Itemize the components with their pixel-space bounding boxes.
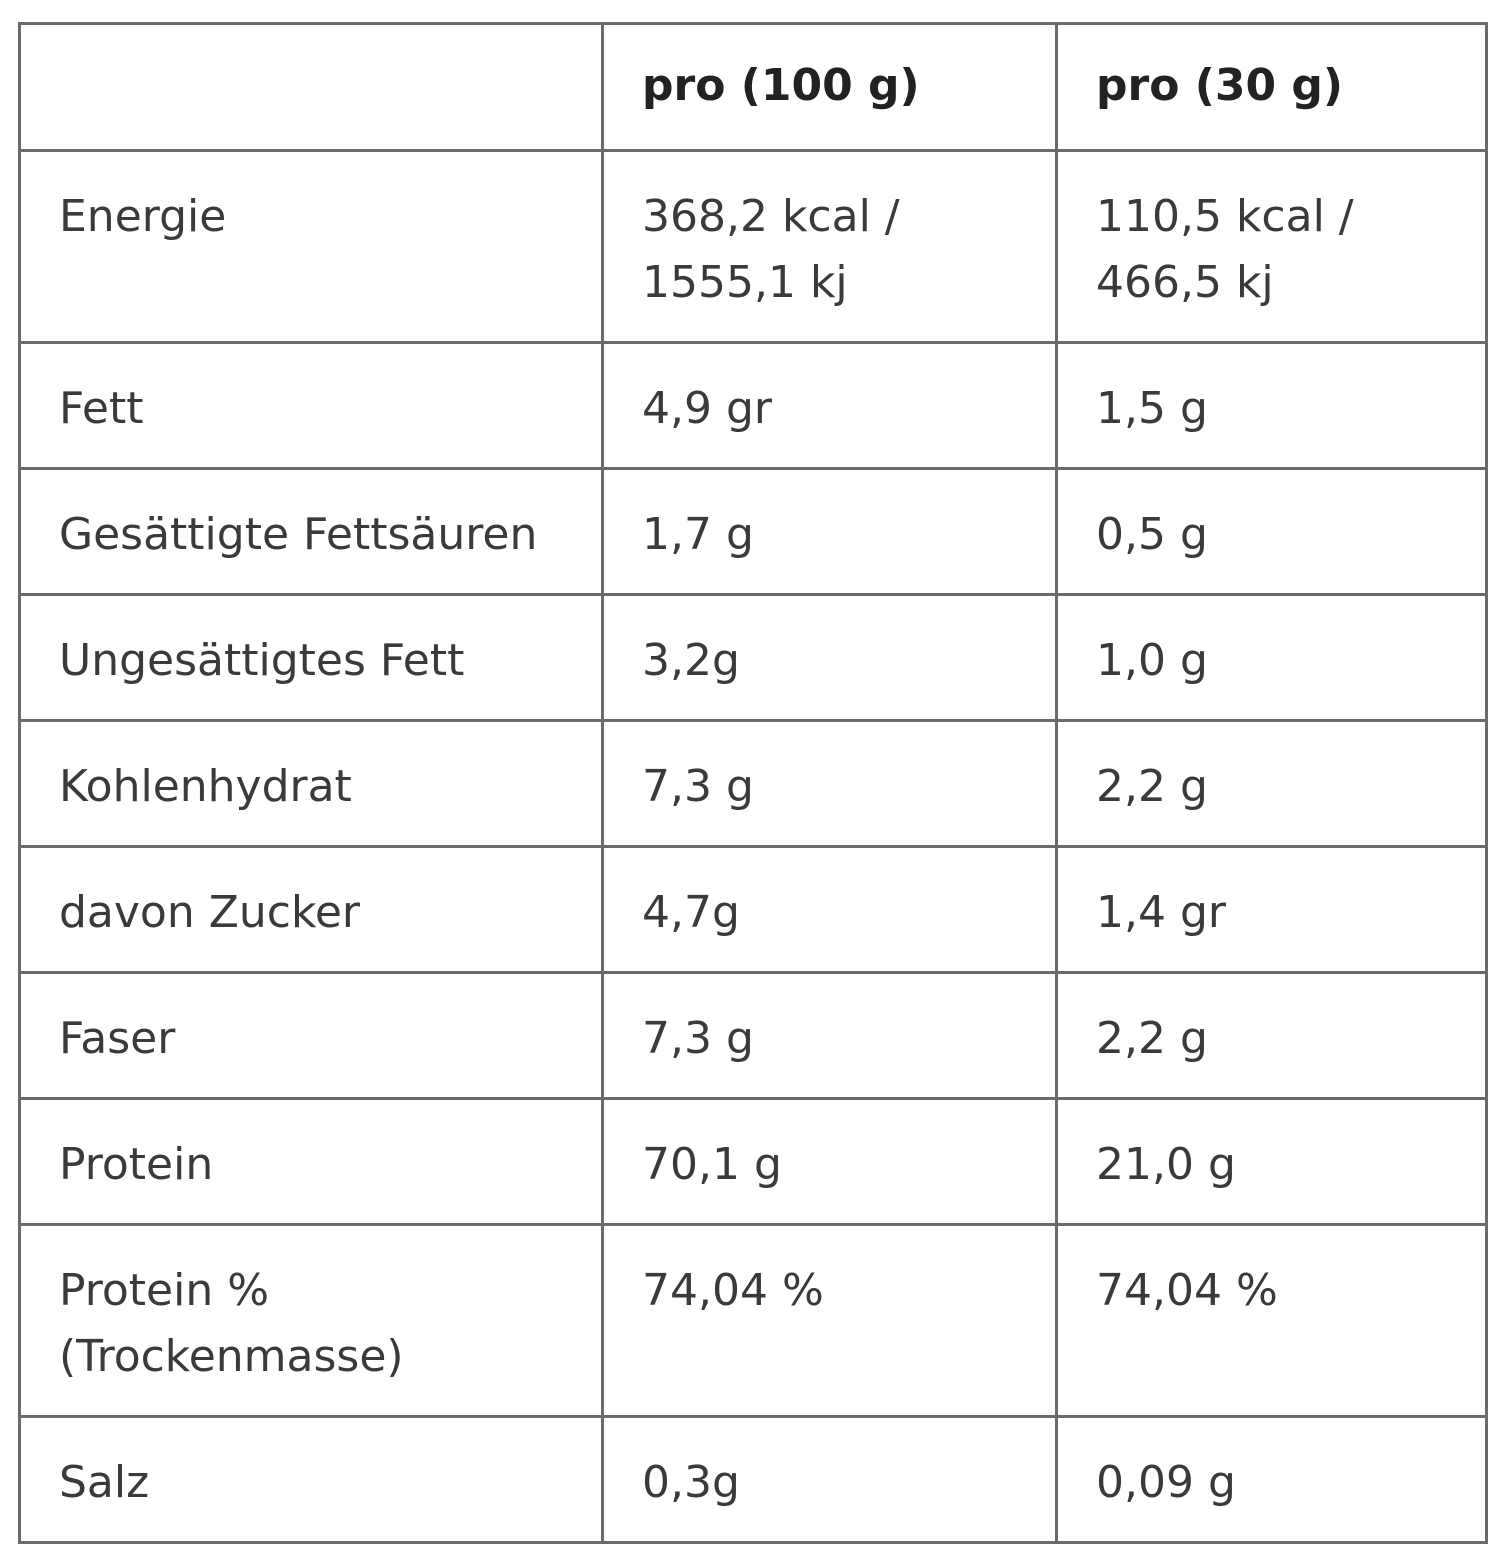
value-per-30g: 1,4 gr: [1055, 845, 1488, 974]
row-label: Kohlenhydrat: [18, 719, 604, 848]
table-row: Faser 7,3 g 2,2 g: [18, 971, 1488, 1100]
table-row: Ungesättigtes Fett 3,2g 1,0 g: [18, 593, 1488, 722]
header-per-100g: pro (100 g): [601, 22, 1058, 152]
row-label: Protein: [18, 1097, 604, 1226]
row-label: Faser: [18, 971, 604, 1100]
value-per-30g: 1,5 g: [1055, 341, 1488, 470]
table-row: Protein % (Trockenmasse) 74,04 % 74,04 %: [18, 1223, 1488, 1418]
value-per-100g: 4,9 gr: [601, 341, 1058, 470]
table-row: Fett 4,9 gr 1,5 g: [18, 341, 1488, 470]
row-label: Protein % (Trockenmasse): [18, 1223, 604, 1418]
value-per-30g: 0,09 g: [1055, 1415, 1488, 1544]
value-per-100g: 74,04 %: [601, 1223, 1058, 1418]
value-per-100g: 0,3g: [601, 1415, 1058, 1544]
row-label: davon Zucker: [18, 845, 604, 974]
table-row: davon Zucker 4,7g 1,4 gr: [18, 845, 1488, 974]
value-per-100g: 1,7 g: [601, 467, 1058, 596]
row-label: Gesättigte Fettsäuren: [18, 467, 604, 596]
value-per-30g: 1,0 g: [1055, 593, 1488, 722]
value-per-100g: 4,7g: [601, 845, 1058, 974]
table-row: Protein 70,1 g 21,0 g: [18, 1097, 1488, 1226]
value-per-30g: 0,5 g: [1055, 467, 1488, 596]
value-per-30g: 2,2 g: [1055, 719, 1488, 848]
table-row: Salz 0,3g 0,09 g: [18, 1415, 1488, 1544]
value-per-30g: 110,5 kcal / 466,5 kj: [1055, 149, 1488, 344]
header-label-cell: [18, 22, 604, 152]
value-per-100g: 70,1 g: [601, 1097, 1058, 1226]
value-per-30g: 2,2 g: [1055, 971, 1488, 1100]
table-row: Kohlenhydrat 7,3 g 2,2 g: [18, 719, 1488, 848]
value-per-30g: 74,04 %: [1055, 1223, 1488, 1418]
value-per-100g: 7,3 g: [601, 971, 1058, 1100]
value-per-30g: 21,0 g: [1055, 1097, 1488, 1226]
table-row: Energie 368,2 kcal / 1555,1 kj 110,5 kca…: [18, 149, 1488, 344]
header-per-30g: pro (30 g): [1055, 22, 1488, 152]
table-header-row: pro (100 g) pro (30 g): [18, 22, 1488, 152]
table-row: Gesättigte Fettsäuren 1,7 g 0,5 g: [18, 467, 1488, 596]
row-label: Ungesättigtes Fett: [18, 593, 604, 722]
row-label: Energie: [18, 149, 604, 344]
value-per-100g: 7,3 g: [601, 719, 1058, 848]
value-per-100g: 3,2g: [601, 593, 1058, 722]
row-label: Fett: [18, 341, 604, 470]
value-per-100g: 368,2 kcal / 1555,1 kj: [601, 149, 1058, 344]
nutrition-table: pro (100 g) pro (30 g) Energie 368,2 kca…: [18, 22, 1488, 1544]
row-label: Salz: [18, 1415, 604, 1544]
